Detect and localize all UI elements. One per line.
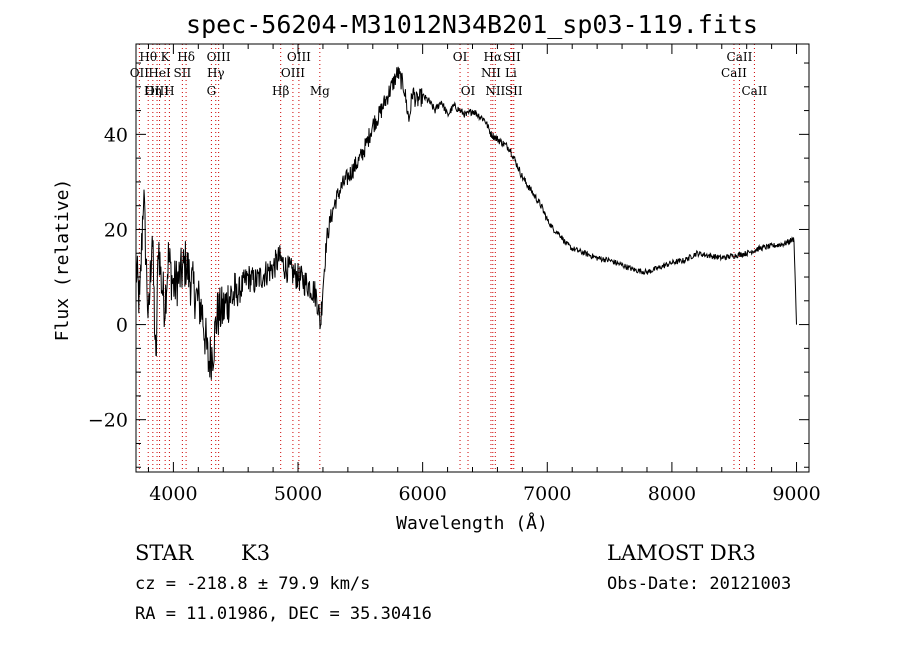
y-tick-label: 20 (104, 219, 128, 241)
line-marker-label: Hβ (272, 84, 289, 98)
line-marker-label: OIII (207, 50, 231, 64)
line-marker-label: NII (481, 66, 501, 80)
line-marker-label: HeI (148, 66, 171, 80)
object-subclass: K3 (241, 541, 270, 565)
x-tick-label: 6000 (398, 483, 446, 505)
y-tick-label: 40 (104, 124, 128, 146)
line-marker-label: OIII (281, 66, 305, 80)
coordinates: RA = 11.01986, DEC = 35.30416 (135, 604, 432, 624)
y-axis-label: Flux (relative) (52, 179, 73, 342)
line-marker-label: CaII (741, 84, 767, 98)
line-marker-label: OIII (145, 84, 169, 98)
y-tick-label: −20 (88, 410, 128, 432)
x-tick-label: 7000 (523, 483, 571, 505)
line-marker-label: OIII (287, 50, 311, 64)
x-axis: 4000 5000 6000 7000 8000 9000 (147, 44, 821, 505)
chart-title: spec-56204-M31012N34B201_sp03-119.fits (186, 10, 758, 39)
line-marker-label: OII (130, 66, 150, 80)
line-marker-label: G (207, 84, 217, 98)
line-marker-label: SII (503, 50, 521, 64)
line-marker-label: Hγ (207, 66, 225, 80)
plot-frame (135, 43, 810, 473)
line-marker-label: NII (485, 84, 505, 98)
line-marker-label: SII (174, 66, 192, 80)
x-tick-label: 8000 (648, 483, 696, 505)
line-marker-label: OI (453, 50, 468, 64)
line-marker-label: Hδ (177, 50, 195, 64)
x-tick-label: 4000 (149, 483, 197, 505)
line-marker-label: CaII (721, 66, 747, 80)
redshift-text: cz = -218.8 ± 79.9 km/s (135, 574, 370, 594)
line-marker-label: Hθ (139, 50, 157, 64)
line-marker-label: OI (461, 84, 476, 98)
line-marker-label: Li (505, 66, 517, 80)
object-class: STAR (135, 541, 194, 565)
survey-name: LAMOST DR3 (607, 541, 756, 565)
y-tick-label: 0 (116, 315, 128, 337)
line-marker-label: SII (505, 84, 523, 98)
line-marker-label: Hα (484, 50, 503, 64)
line-marker-label: H (164, 84, 174, 98)
x-tick-label: 9000 (772, 483, 820, 505)
line-marker-label: Hη (144, 84, 162, 98)
line-marker-label: Mg (310, 84, 330, 98)
y-axis: −20 0 20 40 (88, 62, 809, 468)
x-axis-label: Wavelength (Å) (396, 512, 548, 534)
spectrum-line (135, 66, 797, 380)
x-tick-label: 5000 (274, 483, 322, 505)
emission-line-markers (138, 44, 755, 472)
line-marker-label: CaII (727, 50, 753, 64)
obs-date: Obs-Date: 20121003 (607, 574, 791, 594)
line-marker-label: K (161, 50, 171, 64)
